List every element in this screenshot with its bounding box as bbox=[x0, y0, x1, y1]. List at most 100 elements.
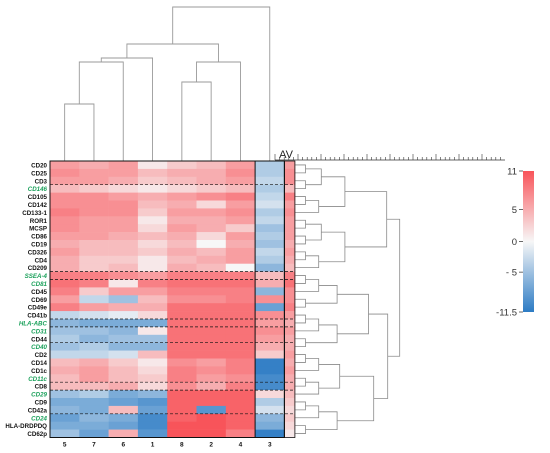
dendrogram-branch bbox=[196, 61, 241, 161]
heatmap-cell bbox=[196, 311, 227, 320]
column-label: 1 bbox=[151, 442, 155, 449]
heatmap-cell bbox=[225, 303, 256, 312]
heatmap-cell bbox=[50, 161, 80, 170]
heatmap-cell bbox=[167, 350, 197, 359]
heatmap-cell bbox=[255, 255, 285, 264]
average-cell bbox=[284, 421, 296, 430]
dendrogram-branch bbox=[294, 358, 320, 371]
heatmap-cell bbox=[137, 176, 168, 185]
heatmap-cell bbox=[79, 208, 109, 217]
heatmap-cell bbox=[225, 200, 256, 209]
heatmap-cell bbox=[79, 311, 109, 320]
heatmap-cell bbox=[196, 421, 227, 430]
heatmap-cell bbox=[108, 176, 139, 185]
heatmap-cell bbox=[167, 247, 197, 257]
heatmap-cell bbox=[255, 224, 285, 233]
heatmap-cell bbox=[255, 382, 285, 391]
dendrogram-branch bbox=[305, 285, 338, 304]
heatmap-cell bbox=[50, 192, 80, 201]
heatmap-cell bbox=[225, 334, 256, 343]
heatmap-cell bbox=[167, 271, 197, 280]
heatmap-cell bbox=[50, 168, 80, 178]
heatmap-cell bbox=[50, 326, 80, 336]
row-label: CD49e bbox=[28, 305, 48, 312]
row-label: CD69 bbox=[31, 297, 47, 304]
heatmap-cell bbox=[79, 303, 109, 312]
heatmap-cell bbox=[108, 287, 139, 296]
dendrogram-branch bbox=[337, 293, 369, 335]
row-label: CD146 bbox=[28, 186, 48, 193]
heatmap-cell bbox=[108, 303, 139, 312]
row-label: CD14 bbox=[31, 360, 47, 367]
heatmap-cell bbox=[255, 421, 285, 430]
heatmap-cell bbox=[137, 358, 168, 367]
heatmap-cell bbox=[167, 390, 197, 399]
heatmap-cell bbox=[225, 342, 256, 351]
dendrogram-branch bbox=[318, 231, 346, 263]
heatmap-cell bbox=[196, 161, 227, 170]
heatmap-cell bbox=[108, 390, 139, 399]
heatmap-cell bbox=[196, 334, 227, 343]
heatmap-cell bbox=[255, 350, 285, 359]
dendrogram-branch bbox=[294, 200, 320, 213]
heatmap-cell bbox=[225, 295, 256, 304]
heatmap-cell bbox=[79, 421, 109, 430]
heatmap-cell bbox=[137, 303, 168, 312]
heatmap-cell bbox=[196, 429, 227, 438]
heatmap-cell bbox=[79, 358, 109, 367]
dendrogram-branch bbox=[318, 176, 346, 207]
dendrogram-branch bbox=[294, 235, 306, 245]
heatmap-cell bbox=[79, 200, 109, 209]
average-cell bbox=[284, 358, 296, 367]
dendrogram-branch bbox=[294, 338, 306, 348]
heatmap-cell bbox=[255, 200, 285, 209]
heatmap-cell bbox=[255, 326, 285, 336]
heatmap-cell bbox=[225, 176, 256, 185]
heatmap-cell bbox=[225, 168, 256, 178]
dendrogram-branch bbox=[78, 61, 124, 161]
average-cell bbox=[284, 247, 296, 257]
heatmap-cell bbox=[108, 255, 139, 264]
average-cell bbox=[284, 216, 296, 225]
heatmap-cell bbox=[79, 192, 109, 201]
dendrogram-branch bbox=[294, 298, 306, 308]
average-cell bbox=[284, 350, 296, 359]
row-label: CD40 bbox=[31, 344, 47, 351]
row-label: CD105 bbox=[28, 194, 48, 201]
row-label: CD142 bbox=[28, 202, 48, 209]
dendrogram-branch bbox=[294, 354, 306, 363]
average-cell bbox=[284, 342, 296, 351]
heatmap-cell bbox=[225, 263, 256, 272]
dendrogram-branch bbox=[294, 164, 306, 174]
row-label: MCSP bbox=[29, 226, 47, 233]
heatmap-cell bbox=[108, 350, 139, 359]
row-label: CD8 bbox=[35, 384, 48, 391]
heatmap-cell bbox=[108, 168, 139, 178]
heatmap-cell bbox=[167, 405, 197, 415]
heatmap-cell bbox=[108, 382, 139, 391]
heatmap-cell bbox=[137, 255, 168, 264]
heatmap-cell bbox=[50, 295, 80, 304]
heatmap-cell bbox=[50, 224, 80, 233]
average-cell bbox=[284, 279, 296, 288]
row-label: CD133-1 bbox=[22, 210, 47, 217]
average-cell bbox=[284, 366, 296, 375]
heatmap-cell bbox=[79, 295, 109, 304]
heatmap-cell bbox=[108, 263, 139, 272]
heatmap-cell bbox=[255, 271, 285, 280]
heatmap-cell bbox=[137, 334, 168, 343]
heatmap-cell bbox=[196, 413, 227, 422]
heatmap-cell bbox=[255, 192, 285, 201]
heatmap-cell bbox=[137, 216, 168, 225]
heatmap-cell bbox=[255, 374, 285, 383]
heatmap-cell bbox=[225, 279, 256, 288]
heatmap-cell bbox=[137, 240, 168, 249]
heatmap-cell bbox=[79, 413, 109, 422]
heatmap-cell bbox=[225, 216, 256, 225]
heatmap-cell bbox=[225, 208, 256, 217]
heatmap-cell bbox=[225, 255, 256, 264]
heatmap-cell bbox=[108, 240, 139, 249]
heatmap-cell bbox=[137, 350, 168, 359]
heatmap-cell bbox=[255, 358, 285, 367]
heatmap-cell bbox=[137, 382, 168, 391]
